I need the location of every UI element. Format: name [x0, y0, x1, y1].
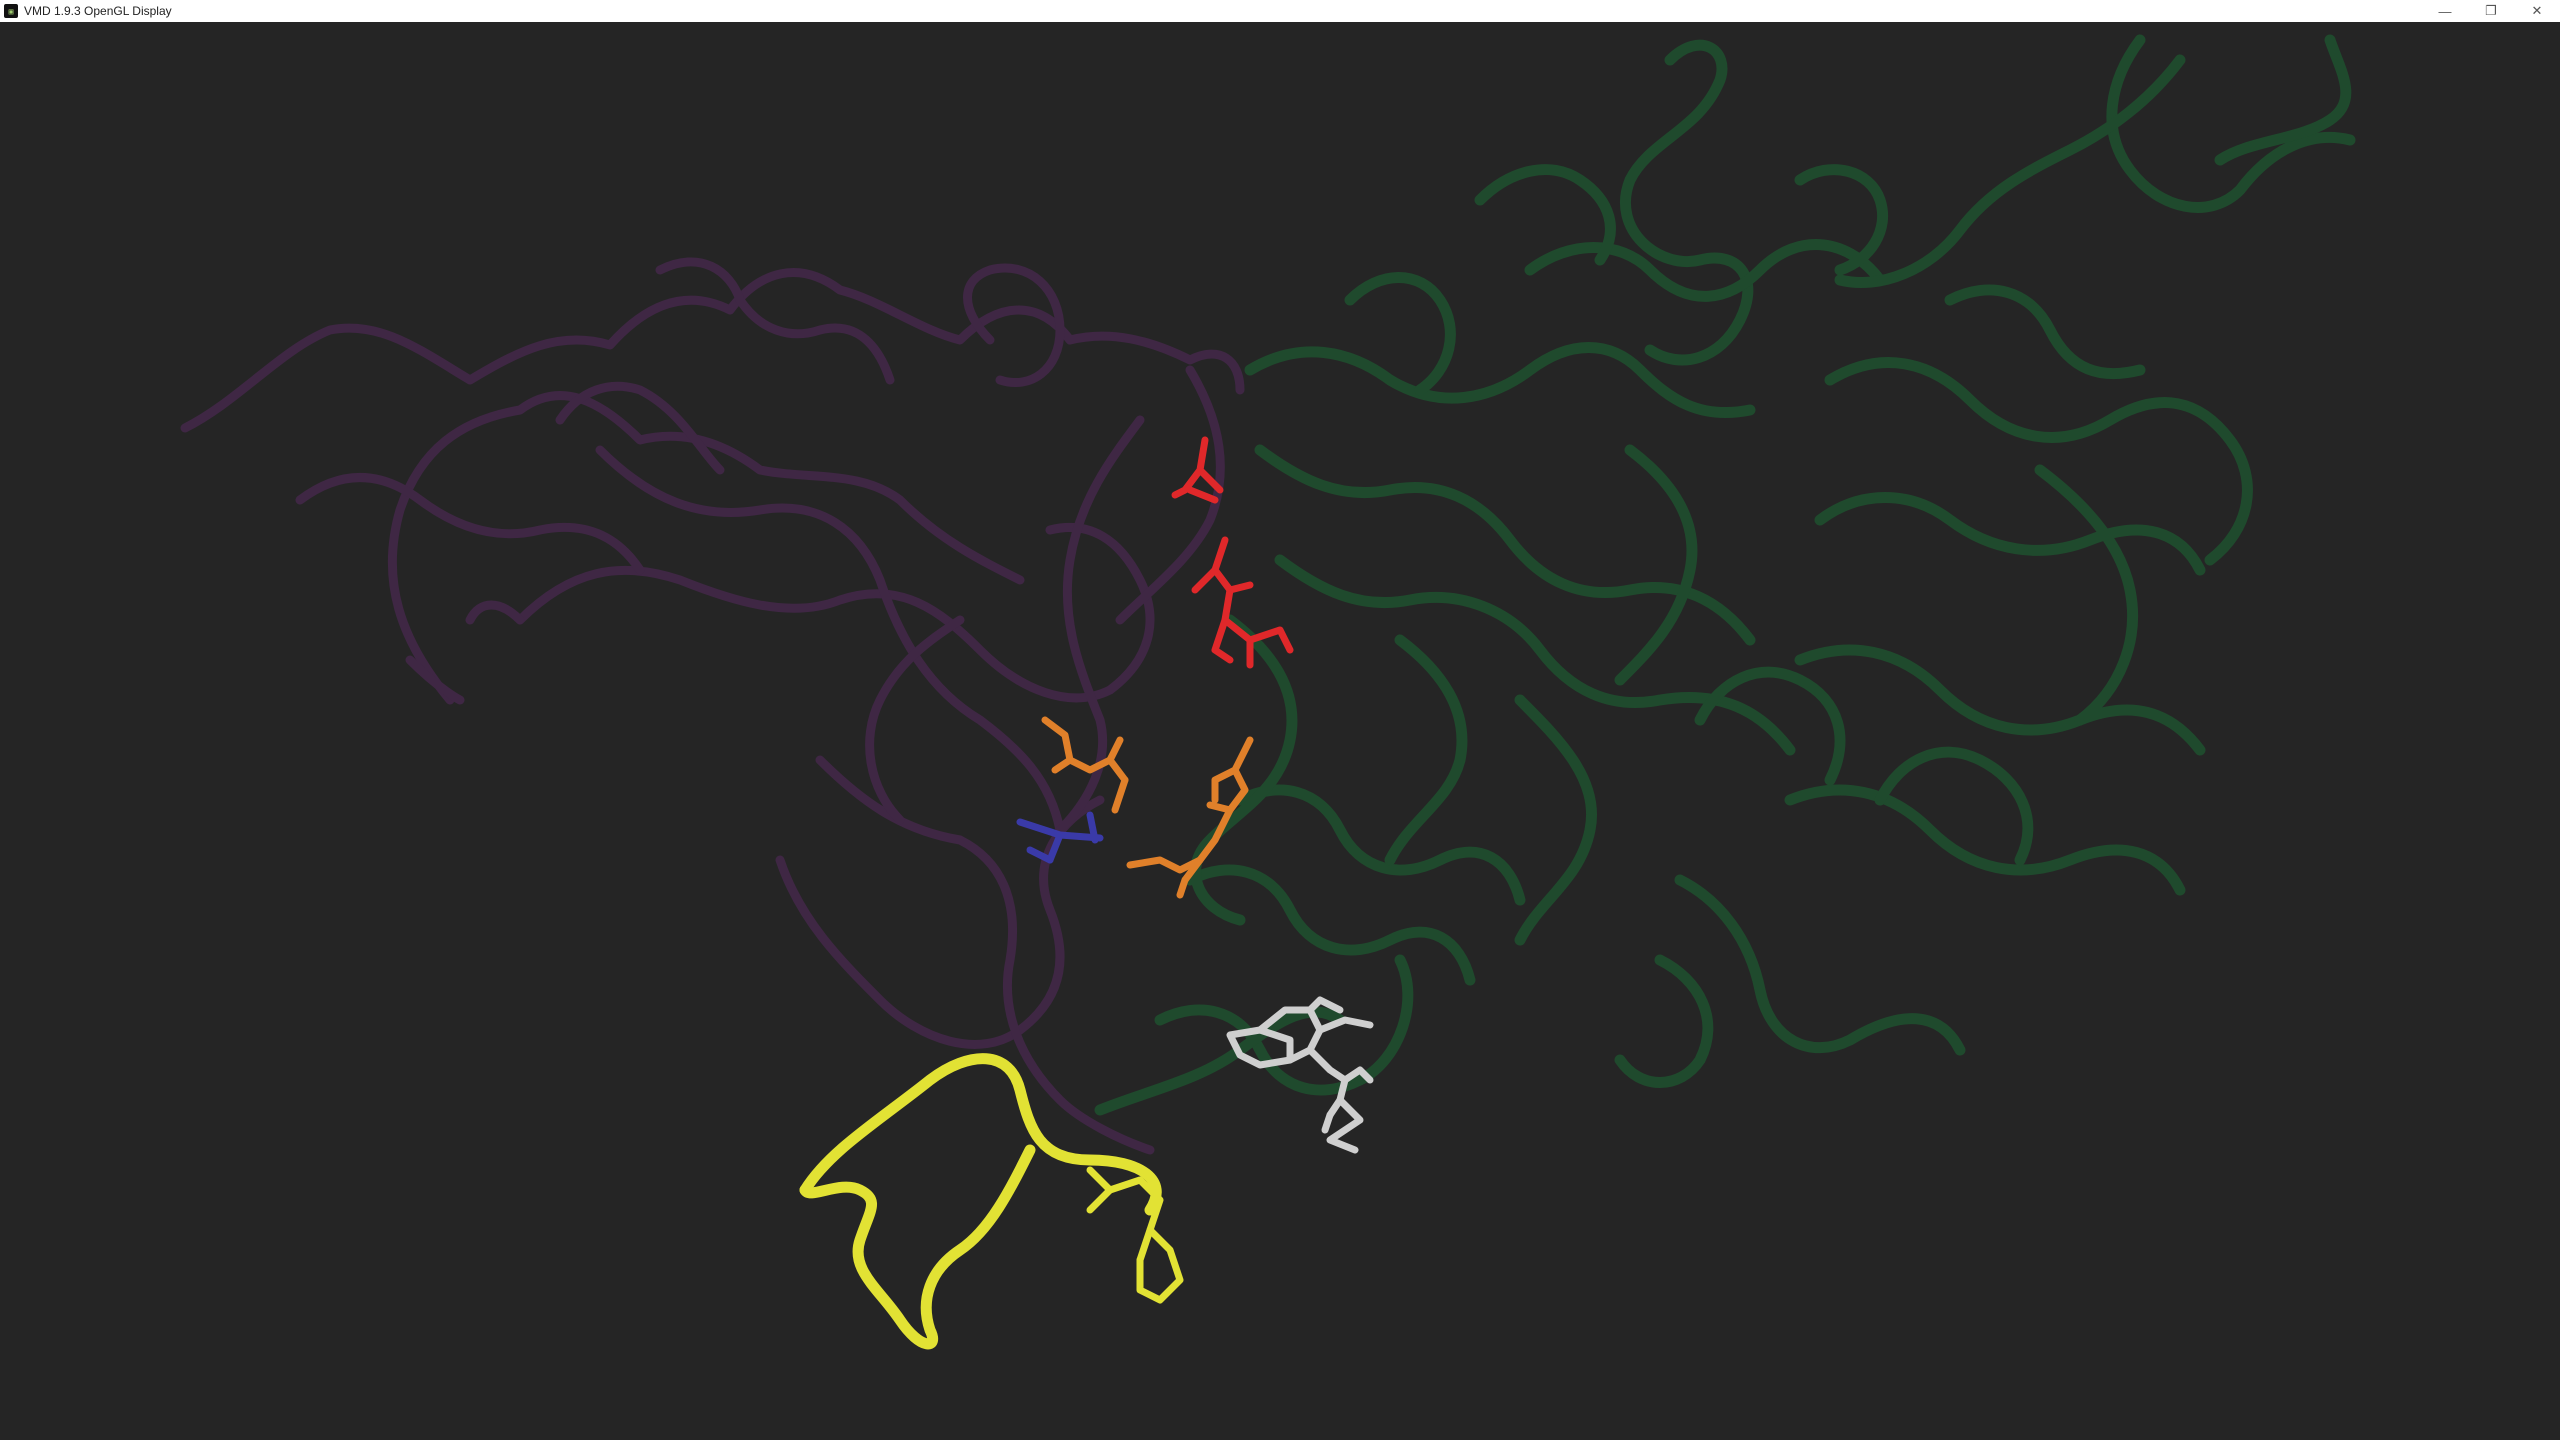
- orange-residue-2: [1126, 736, 1254, 899]
- restore-icon: ❐: [2485, 3, 2497, 18]
- yellow-loop-tube: [799, 1053, 1162, 1350]
- orange-residue-1: [1041, 716, 1129, 814]
- white-residue: [1226, 996, 1374, 1154]
- maximize-button[interactable]: ❐: [2468, 0, 2514, 22]
- window-title: VMD 1.9.3 OpenGL Display: [24, 4, 172, 18]
- chain-b-tube: [1094, 34, 2356, 1116]
- opengl-display[interactable]: [0, 22, 2560, 1440]
- molecule-render: [180, 34, 2356, 1350]
- close-button[interactable]: ✕: [2514, 0, 2560, 22]
- minimize-button[interactable]: —: [2422, 0, 2468, 22]
- window-controls: — ❐ ✕: [2422, 0, 2560, 22]
- chain-a-tube: [180, 257, 1245, 1155]
- minimize-icon: —: [2438, 3, 2452, 19]
- red-residue-1: [1171, 436, 1224, 504]
- title-bar[interactable]: ▣ VMD 1.9.3 OpenGL Display — ❐ ✕: [0, 0, 2560, 22]
- yellow-side-chain: [1086, 1166, 1184, 1304]
- red-residue-2: [1191, 536, 1294, 669]
- close-icon: ✕: [2531, 3, 2543, 18]
- vmd-app-icon: ▣: [4, 4, 18, 18]
- blue-residue: [1016, 811, 1104, 864]
